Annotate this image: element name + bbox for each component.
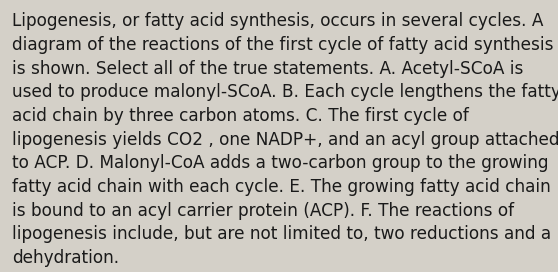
Text: diagram of the reactions of the first cycle of fatty acid synthesis: diagram of the reactions of the first cy… — [12, 36, 554, 54]
Text: lipogenesis include, but are not limited to, two reductions and a: lipogenesis include, but are not limited… — [12, 225, 551, 243]
Text: acid chain by three carbon atoms. C. The first cycle of: acid chain by three carbon atoms. C. The… — [12, 107, 469, 125]
Text: used to produce malonyl-SCoA. B. Each cycle lengthens the fatty: used to produce malonyl-SCoA. B. Each cy… — [12, 83, 558, 101]
Text: dehydration.: dehydration. — [12, 249, 119, 267]
Text: lipogenesis yields CO2 , one NADP+, and an acyl group attached: lipogenesis yields CO2 , one NADP+, and … — [12, 131, 558, 149]
Text: is shown. Select all of the true statements. A. Acetyl-SCoA is: is shown. Select all of the true stateme… — [12, 60, 523, 78]
Text: to ACP. D. Malonyl-CoA adds a two-carbon group to the growing: to ACP. D. Malonyl-CoA adds a two-carbon… — [12, 154, 549, 172]
Text: fatty acid chain with each cycle. E. The growing fatty acid chain: fatty acid chain with each cycle. E. The… — [12, 178, 551, 196]
Text: Lipogenesis, or fatty acid synthesis, occurs in several cycles. A: Lipogenesis, or fatty acid synthesis, oc… — [12, 12, 543, 30]
Text: is bound to an acyl carrier protein (ACP). F. The reactions of: is bound to an acyl carrier protein (ACP… — [12, 202, 514, 220]
